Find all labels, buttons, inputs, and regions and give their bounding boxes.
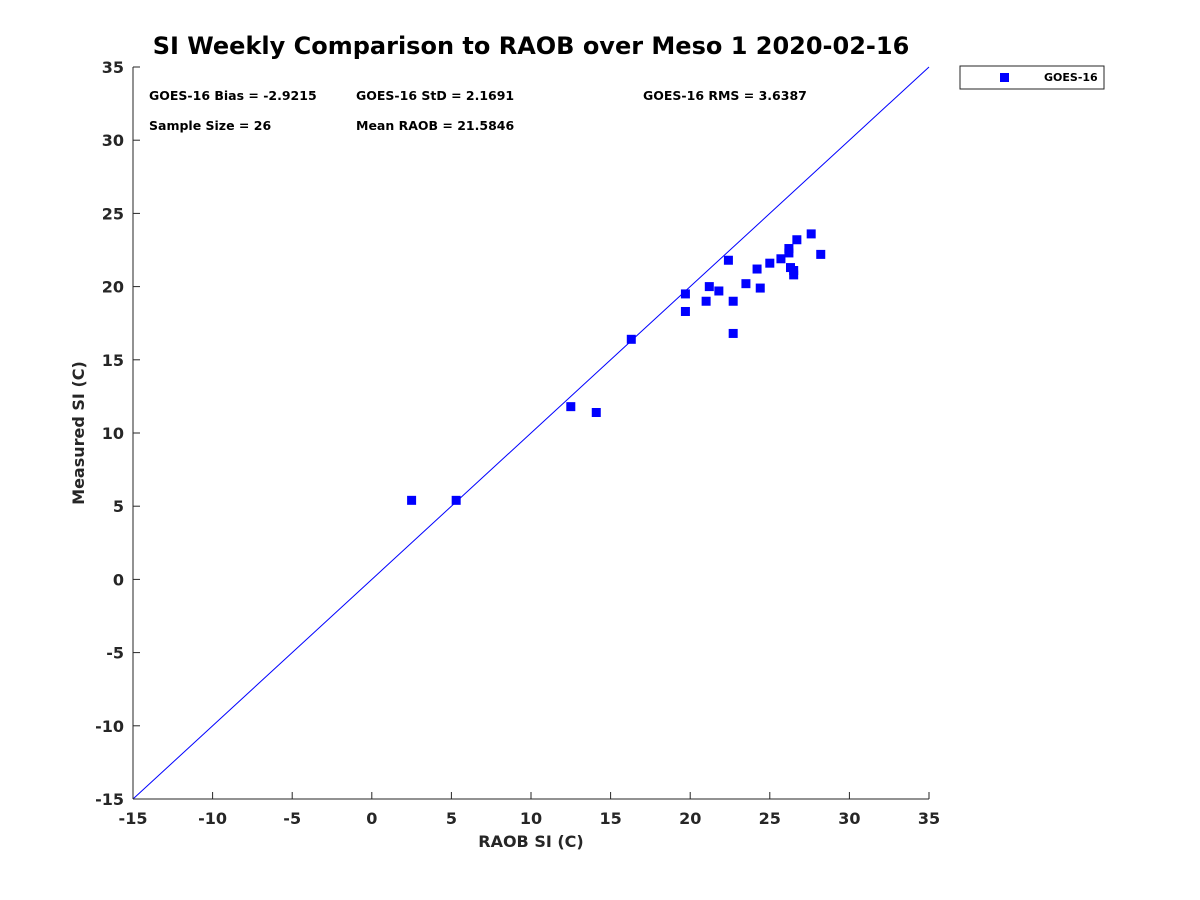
data-point [752,264,762,274]
data-point [765,258,775,268]
data-point [776,254,786,264]
data-point [680,289,690,299]
y-tick-label: 25 [102,204,124,223]
chart-title: SI Weekly Comparison to RAOB over Meso 1… [153,32,910,60]
x-tick-label: -10 [198,809,227,828]
x-tick-label: 30 [838,809,860,828]
x-tick-label: 35 [918,809,940,828]
data-point [704,282,714,292]
x-ticks: -15 -10 -5 0 5 10 15 20 25 30 35 [119,792,940,828]
data-point [789,265,799,275]
one-to-one-reference-line [132,66,930,800]
y-ticks: -15 -10 -5 0 5 10 15 20 25 30 35 [95,58,140,809]
data-point [792,235,802,245]
x-axis-label: RAOB SI (C) [478,832,583,851]
x-tick-label: 10 [520,809,542,828]
x-tick-label: 5 [446,809,457,828]
y-axis-label: Measured SI (C) [69,361,88,505]
data-point [714,286,724,296]
data-point [728,296,738,306]
y-tick-label: -5 [106,644,124,663]
legend-label: GOES-16 [1044,71,1098,84]
data-point [784,244,794,254]
data-point [755,283,765,293]
y-tick-label: 15 [102,351,124,370]
reference-line-layer [132,66,930,800]
x-tick-label: 25 [759,809,781,828]
data-point [701,296,711,306]
x-tick-label: 0 [366,809,377,828]
data-point [723,255,733,265]
data-point [591,408,601,418]
data-point [451,495,461,505]
y-tick-label: -10 [95,717,124,736]
y-tick-label: 30 [102,131,124,150]
stat-mean-raob: Mean RAOB = 21.5846 [356,118,514,133]
data-point [566,402,576,412]
legend-box [959,65,1105,90]
y-tick-label: 5 [113,497,124,516]
data-point [680,306,690,316]
y-tick-label: 0 [113,570,124,589]
stat-sample-size: Sample Size = 26 [149,118,271,133]
data-point [728,328,738,338]
data-point [806,229,816,239]
stat-rms: GOES-16 RMS = 3.6387 [643,88,807,103]
data-point [741,279,751,289]
y-tick-label: 10 [102,424,124,443]
legend-marker-square-icon [1000,73,1009,82]
data-point [816,249,826,259]
y-tick-label: 35 [102,58,124,77]
x-tick-label: -5 [283,809,301,828]
x-tick-label: 15 [599,809,621,828]
x-tick-label: 20 [679,809,701,828]
y-tick-label: 20 [102,278,124,297]
y-tick-label: -15 [95,790,124,809]
stat-std: GOES-16 StD = 2.1691 [356,88,514,103]
data-points-layer [407,229,826,505]
data-point [626,334,636,344]
stat-bias: GOES-16 Bias = -2.9215 [149,88,317,103]
x-tick-label: -15 [119,809,148,828]
data-point [407,495,417,505]
legend: GOES-16 [959,65,1105,90]
